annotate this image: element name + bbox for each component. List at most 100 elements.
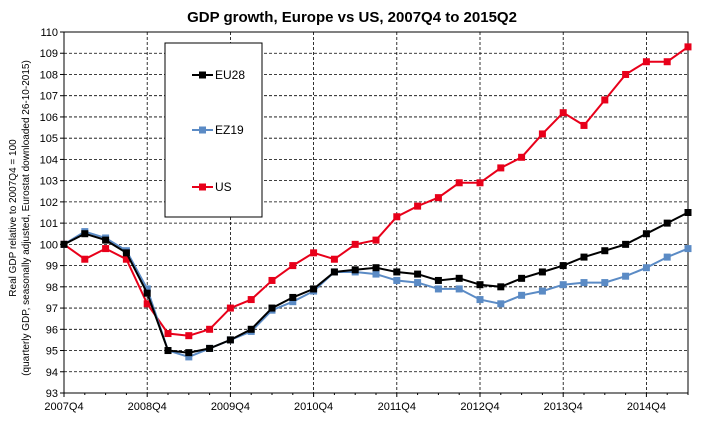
x-gridlines: [146, 32, 647, 393]
data-point-eu28: [226, 336, 234, 344]
y-tick-label: 104: [40, 154, 58, 166]
y-axis-label: Real GDP relative to 2007Q4 = 100 (quart…: [8, 60, 32, 376]
data-point-us: [81, 255, 89, 263]
y-tick-label: 109: [40, 48, 58, 60]
y-tick-label: 110: [40, 27, 58, 39]
y-axis-ticks: 93 94 95 96 97 98 99 100 101 102 103 104 105 106 107 10…: [40, 27, 64, 400]
x-tick-label: 2011Q4: [378, 401, 416, 413]
y-tick-label: 105: [40, 133, 58, 145]
data-point-us: [414, 202, 422, 210]
chart-title: GDP growth, Europe vs US, 2007Q4 to 2015…: [187, 9, 517, 26]
data-point-us: [122, 255, 130, 263]
data-point-ez19: [642, 264, 650, 272]
data-point-ez19: [143, 285, 151, 293]
data-point-us: [434, 194, 442, 202]
y-axis-label-line-1: Real GDP relative to 2007Q4 = 100: [8, 139, 19, 297]
y-tick-label: 107: [40, 91, 58, 103]
y-tick-label: 94: [46, 367, 58, 379]
legend-entry-us: US: [192, 180, 232, 194]
data-point-eu28: [102, 236, 110, 244]
series-line-ez19: [63, 230, 689, 358]
data-point-eu28: [185, 349, 193, 357]
data-point-us: [622, 70, 630, 78]
series-lines: [60, 43, 692, 361]
x-axis-ticks: 2007Q4 2008Q4 2009Q4 2010Q4 2011Q4 2012Q4 2013…: [44, 393, 689, 413]
data-point-ez19: [289, 298, 297, 306]
data-point-us: [601, 96, 609, 104]
series-us: [60, 43, 692, 340]
data-point-eu28: [497, 283, 505, 291]
data-point-ez19: [684, 245, 692, 253]
data-point-ez19: [538, 287, 546, 295]
data-point-us: [268, 276, 276, 284]
data-point-ez19: [455, 285, 463, 293]
data-point-us: [518, 153, 526, 161]
data-point-us: [663, 58, 671, 66]
x-tick-label: 2012Q4: [460, 401, 499, 413]
legend: EU28 EZ19 US: [164, 42, 263, 218]
legend-entry-ez19: EZ19: [192, 123, 244, 137]
data-point-eu28: [580, 253, 588, 261]
data-point-ez19: [372, 270, 380, 278]
data-point-us: [247, 296, 255, 304]
y-tick-label: 101: [40, 218, 58, 230]
data-point-eu28: [455, 274, 463, 282]
data-point-eu28: [559, 262, 567, 270]
legend-box: [164, 42, 263, 218]
data-point-eu28: [518, 274, 526, 282]
data-point-us: [580, 121, 588, 129]
legend-marker-us: [199, 183, 206, 191]
data-point-us: [143, 300, 151, 308]
data-point-ez19: [497, 300, 505, 308]
data-point-ez19: [663, 253, 671, 261]
legend-marker-ez19: [199, 126, 206, 134]
data-point-eu28: [663, 219, 671, 227]
y-tick-label: 93: [46, 388, 58, 400]
data-point-eu28: [351, 266, 359, 274]
data-point-us: [289, 262, 297, 270]
data-point-eu28: [122, 249, 130, 257]
legend-label-us: US: [215, 180, 232, 194]
data-point-ez19: [580, 279, 588, 287]
legend-entry-eu28: EU28: [192, 68, 245, 82]
x-tick-label: 2014Q4: [627, 401, 666, 413]
data-point-us: [185, 332, 193, 340]
series-ez19: [60, 228, 692, 361]
data-point-eu28: [414, 270, 422, 278]
data-point-eu28: [81, 230, 89, 238]
data-point-ez19: [393, 276, 401, 284]
data-point-ez19: [185, 353, 193, 361]
data-point-eu28: [372, 264, 380, 272]
data-point-ez19: [601, 279, 609, 287]
data-point-eu28: [60, 240, 68, 248]
data-point-eu28: [538, 268, 546, 276]
data-point-us: [226, 304, 234, 312]
data-point-eu28: [164, 347, 172, 355]
legend-label-eu28: EU28: [215, 68, 245, 82]
data-point-ez19: [414, 279, 422, 287]
data-point-us: [476, 179, 484, 187]
y-tick-label: 100: [40, 239, 58, 251]
data-point-ez19: [434, 285, 442, 293]
y-tick-label: 98: [46, 282, 58, 294]
data-point-us: [310, 249, 318, 257]
gridlines: [64, 52, 688, 373]
data-point-us: [393, 213, 401, 221]
data-point-ez19: [559, 281, 567, 289]
data-point-us: [164, 330, 172, 338]
data-point-us: [351, 240, 359, 248]
data-point-eu28: [434, 276, 442, 284]
data-point-ez19: [476, 296, 484, 304]
y-tick-label: 97: [46, 303, 58, 315]
data-point-eu28: [206, 344, 214, 352]
data-point-eu28: [476, 281, 484, 289]
series-line-us: [63, 46, 689, 337]
data-point-eu28: [684, 209, 692, 216]
data-point-us: [538, 130, 546, 138]
y-tick-label: 108: [40, 69, 58, 81]
y-tick-label: 102: [40, 197, 58, 209]
data-point-us: [206, 325, 214, 333]
data-point-eu28: [393, 268, 401, 276]
plot-area-frame: [63, 31, 689, 394]
